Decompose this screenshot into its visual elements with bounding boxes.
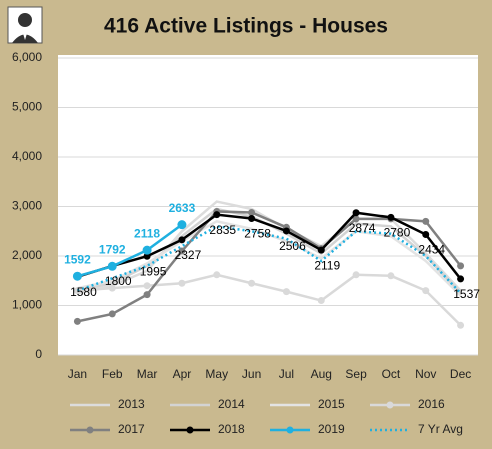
marker	[178, 236, 186, 244]
marker	[213, 271, 221, 279]
x-tick-label: Feb	[102, 367, 123, 381]
marker	[422, 217, 430, 225]
legend-marker	[186, 426, 194, 434]
marker	[72, 271, 82, 281]
y-tick-label: 6,000	[12, 50, 42, 64]
marker	[143, 282, 151, 290]
y-tick-label: 4,000	[12, 149, 42, 163]
data-label: 2327	[175, 248, 202, 262]
x-tick-label: Nov	[415, 367, 436, 381]
y-tick-label: 5,000	[12, 100, 42, 114]
marker	[387, 272, 395, 280]
data-label: 2633	[169, 201, 196, 215]
marker	[108, 310, 116, 318]
data-label: 1580	[70, 285, 97, 299]
data-label: 2874	[349, 221, 376, 235]
legend-label: 2018	[218, 422, 245, 436]
marker	[248, 208, 256, 216]
marker	[282, 227, 290, 235]
data-label: 1800	[105, 274, 132, 288]
marker	[73, 317, 81, 325]
legend-marker	[86, 426, 94, 434]
data-label: 2780	[384, 226, 411, 240]
legend-label: 7 Yr Avg	[418, 422, 463, 436]
chart-title: 416 Active Listings - Houses	[104, 15, 388, 38]
marker	[107, 261, 117, 271]
x-tick-label: Mar	[137, 367, 158, 381]
marker	[352, 215, 360, 223]
x-tick-label: May	[205, 367, 228, 381]
data-label: 2119	[314, 258, 340, 272]
x-tick-label: Dec	[450, 367, 471, 381]
marker	[352, 271, 360, 279]
data-label: 1792	[99, 242, 126, 256]
data-label: 1995	[140, 264, 167, 278]
legend-label: 2014	[218, 397, 245, 411]
marker	[422, 287, 430, 295]
marker	[387, 213, 395, 221]
series-line	[77, 273, 462, 327]
data-label: 2434	[418, 243, 445, 257]
marker	[213, 211, 221, 219]
data-label: 2118	[134, 226, 160, 240]
marker	[317, 246, 325, 254]
marker	[248, 279, 256, 287]
marker	[143, 291, 151, 299]
x-tick-label: Aug	[311, 367, 332, 381]
marker	[178, 247, 186, 255]
marker	[142, 245, 152, 255]
series-line	[77, 223, 183, 278]
marker	[317, 297, 325, 305]
series-line	[77, 211, 462, 280]
marker	[108, 284, 116, 292]
marker	[177, 220, 187, 230]
y-tick-label: 0	[35, 347, 42, 361]
x-tick-label: Apr	[173, 367, 192, 381]
data-label: 2506	[279, 239, 306, 253]
data-label: 2835	[209, 223, 236, 237]
x-tick-label: Oct	[382, 367, 401, 381]
y-tick-label: 3,000	[12, 199, 42, 213]
marker	[178, 279, 186, 287]
marker	[422, 231, 430, 239]
legend-label: 2013	[118, 397, 145, 411]
y-tick-label: 2,000	[12, 248, 42, 262]
avatar	[7, 6, 43, 44]
x-tick-label: Jul	[279, 367, 294, 381]
marker	[282, 288, 290, 296]
x-tick-label: Jun	[242, 367, 261, 381]
x-tick-label: Jan	[68, 367, 87, 381]
data-label: 1537	[453, 287, 480, 301]
marker	[248, 214, 256, 222]
legend-label: 2016	[418, 397, 445, 411]
legend-marker	[386, 401, 394, 409]
legend-marker	[286, 426, 294, 434]
data-label: 1592	[64, 252, 91, 266]
data-label: 2758	[244, 227, 271, 241]
legend-label: 2017	[118, 422, 145, 436]
x-tick-label: Sep	[345, 367, 367, 381]
marker	[457, 321, 465, 329]
legend-label: 2019	[318, 422, 345, 436]
marker	[457, 275, 465, 283]
marker	[457, 262, 465, 270]
marker	[352, 209, 360, 217]
marker	[143, 252, 151, 260]
y-tick-label: 1,000	[12, 298, 42, 312]
legend-label: 2015	[318, 397, 345, 411]
series-line	[77, 220, 462, 297]
